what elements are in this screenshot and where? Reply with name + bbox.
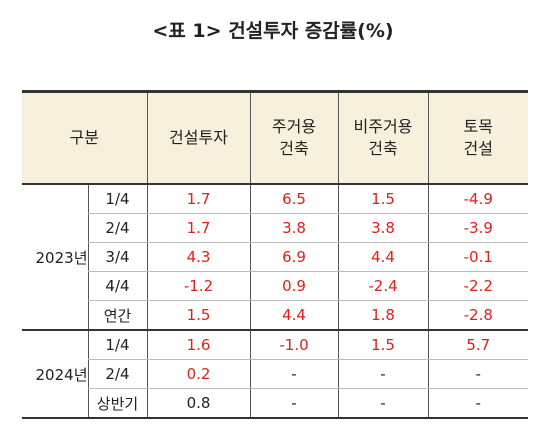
value-cell: 0.2 bbox=[146, 359, 250, 389]
group-label: 2024년 bbox=[22, 330, 88, 419]
value-cell: - bbox=[337, 388, 428, 419]
value-cell: 1.7 bbox=[146, 213, 250, 243]
value-cell: 6.5 bbox=[249, 184, 338, 214]
table-row: 연간 1.5 4.4 1.8 -2.8 bbox=[22, 300, 528, 331]
period-cell: 1/4 bbox=[87, 330, 147, 360]
period-cell: 2/4 bbox=[87, 213, 147, 243]
value-cell: 1.6 bbox=[146, 330, 250, 360]
value-cell: -2.4 bbox=[337, 271, 428, 301]
table-row: 4/4 -1.2 0.9 -2.4 -2.2 bbox=[22, 271, 528, 301]
value-cell: 6.9 bbox=[249, 242, 338, 272]
value-cell: 1.5 bbox=[337, 184, 428, 214]
header-cell: 토목 건설 bbox=[427, 90, 528, 185]
value-cell: - bbox=[249, 388, 338, 419]
value-cell: -4.9 bbox=[427, 184, 528, 214]
period-cell: 3/4 bbox=[87, 242, 147, 272]
table-row: 2023년 1/4 1.7 6.5 1.5 -4.9 bbox=[22, 184, 528, 331]
table-row: 2/4 1.7 3.8 3.8 -3.9 bbox=[22, 213, 528, 243]
value-cell: 1.7 bbox=[146, 184, 250, 214]
value-cell: 3.8 bbox=[337, 213, 428, 243]
header-cell: 구분 bbox=[22, 90, 147, 185]
table-row: 2/4 0.2- - - bbox=[22, 359, 528, 389]
value-cell: -2.2 bbox=[427, 271, 528, 301]
value-cell: -2.8 bbox=[427, 300, 528, 331]
value-cell: - bbox=[427, 388, 528, 419]
group-label: 2023년 bbox=[22, 184, 88, 331]
title: <표 1> 건설투자 증감률(%) bbox=[152, 20, 394, 42]
value-cell: - bbox=[337, 359, 428, 389]
value-cell: - bbox=[249, 359, 338, 389]
period-cell: 연간 bbox=[87, 300, 147, 331]
value-cell: 1.8 bbox=[337, 300, 428, 331]
value-cell: 5.7 bbox=[427, 330, 528, 360]
header-row: 구분 건설투자 주거용 건축 비주거용 건축 토목 건설 bbox=[22, 90, 528, 185]
header-cell: 건설투자 bbox=[146, 90, 250, 185]
value-cell: -1.2 bbox=[146, 271, 250, 301]
value-cell: -3.9 bbox=[427, 213, 528, 243]
period-cell: 1/4 bbox=[87, 184, 147, 214]
value-cell: -1.0 bbox=[249, 330, 338, 360]
value-cell: 1.5 bbox=[337, 330, 428, 360]
header-cell: 비주거용 건축 bbox=[337, 90, 428, 185]
value-cell: 1.5 bbox=[146, 300, 250, 331]
table-row: 3/4 4.3 6.9 4.4 -0.1 bbox=[22, 242, 528, 272]
value-cell: - bbox=[427, 359, 528, 389]
data-table: 구분 건설투자 주거용 건축 비주거용 건축 토목 건설 2023년 1/4 1.7… bbox=[22, 90, 528, 419]
value-cell: 0.9 bbox=[249, 271, 338, 301]
value-cell: 4.4 bbox=[337, 242, 428, 272]
table-row: 2024년 1/4 1.6 -1.0 1.5 5.7 bbox=[22, 330, 528, 419]
period-cell: 4/4 bbox=[87, 271, 147, 301]
value-cell: 4.3 bbox=[146, 242, 250, 272]
period-cell: 2/4 bbox=[87, 359, 147, 389]
period-cell: 상반기 bbox=[87, 388, 147, 419]
header-cell: 주거용 건축 bbox=[249, 90, 338, 185]
value-cell: 3.8 bbox=[249, 213, 338, 243]
value-cell: 4.4 bbox=[249, 300, 338, 331]
table-row: 상반기 0.8- - - bbox=[22, 388, 528, 419]
value-cell: -0.1 bbox=[427, 242, 528, 272]
value-cell: 0.8 bbox=[146, 388, 250, 419]
